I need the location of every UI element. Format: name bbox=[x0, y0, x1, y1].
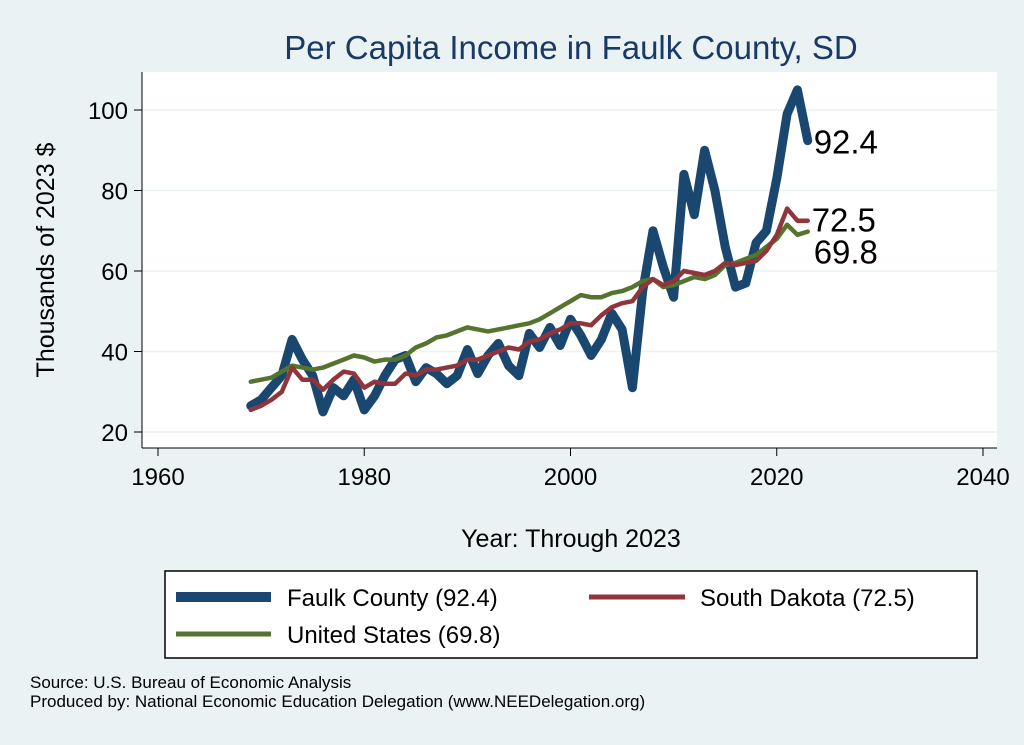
y-tick-label-20: 20 bbox=[101, 420, 128, 447]
end-label-south-dakota: 72.5 bbox=[812, 202, 876, 239]
producer-note: Produced by: National Economic Education… bbox=[30, 692, 646, 711]
source-note: Source: U.S. Bureau of Economic Analysis bbox=[30, 673, 352, 692]
y-tick-label-100: 100 bbox=[88, 98, 128, 125]
series-line-united-states bbox=[248, 222, 810, 384]
x-tick-label-1960: 1960 bbox=[131, 464, 184, 491]
series-lines bbox=[246, 85, 813, 417]
y-tick-label-60: 60 bbox=[101, 259, 128, 286]
y-tick-label-80: 80 bbox=[101, 179, 128, 206]
y-axis-title: Thousands of 2023 $ bbox=[32, 142, 60, 377]
legend-label-south-dakota: South Dakota (72.5) bbox=[700, 585, 915, 612]
end-label-faulk-county: 92.4 bbox=[814, 124, 878, 161]
x-axis-title: Year: Through 2023 bbox=[461, 525, 681, 553]
x-tick-label-1980: 1980 bbox=[338, 464, 391, 491]
chart-title: Per Capita Income in Faulk County, SD bbox=[284, 29, 857, 66]
y-tick-label-40: 40 bbox=[101, 340, 128, 367]
end-label-united-states: 69.8 bbox=[814, 234, 878, 271]
end-labels: 92.4 72.569.8 bbox=[812, 124, 878, 271]
legend: Faulk County (92.4) South Dakota (72.5) … bbox=[164, 570, 978, 659]
x-ticks: 1960 1980 2000 2020 2040 bbox=[131, 448, 1010, 491]
series-line-faulk-county bbox=[246, 85, 813, 417]
x-tick-label-2040: 2040 bbox=[956, 464, 1009, 491]
legend-label-united-states: United States (69.8) bbox=[287, 622, 500, 649]
series-line-south-dakota bbox=[248, 206, 810, 413]
x-tick-label-2000: 2000 bbox=[544, 464, 597, 491]
x-tick-label-2020: 2020 bbox=[750, 464, 803, 491]
legend-label-faulk-county: Faulk County (92.4) bbox=[287, 585, 498, 612]
legend-box bbox=[164, 570, 978, 659]
y-ticks: 20 40 60 80 100 bbox=[88, 98, 142, 447]
